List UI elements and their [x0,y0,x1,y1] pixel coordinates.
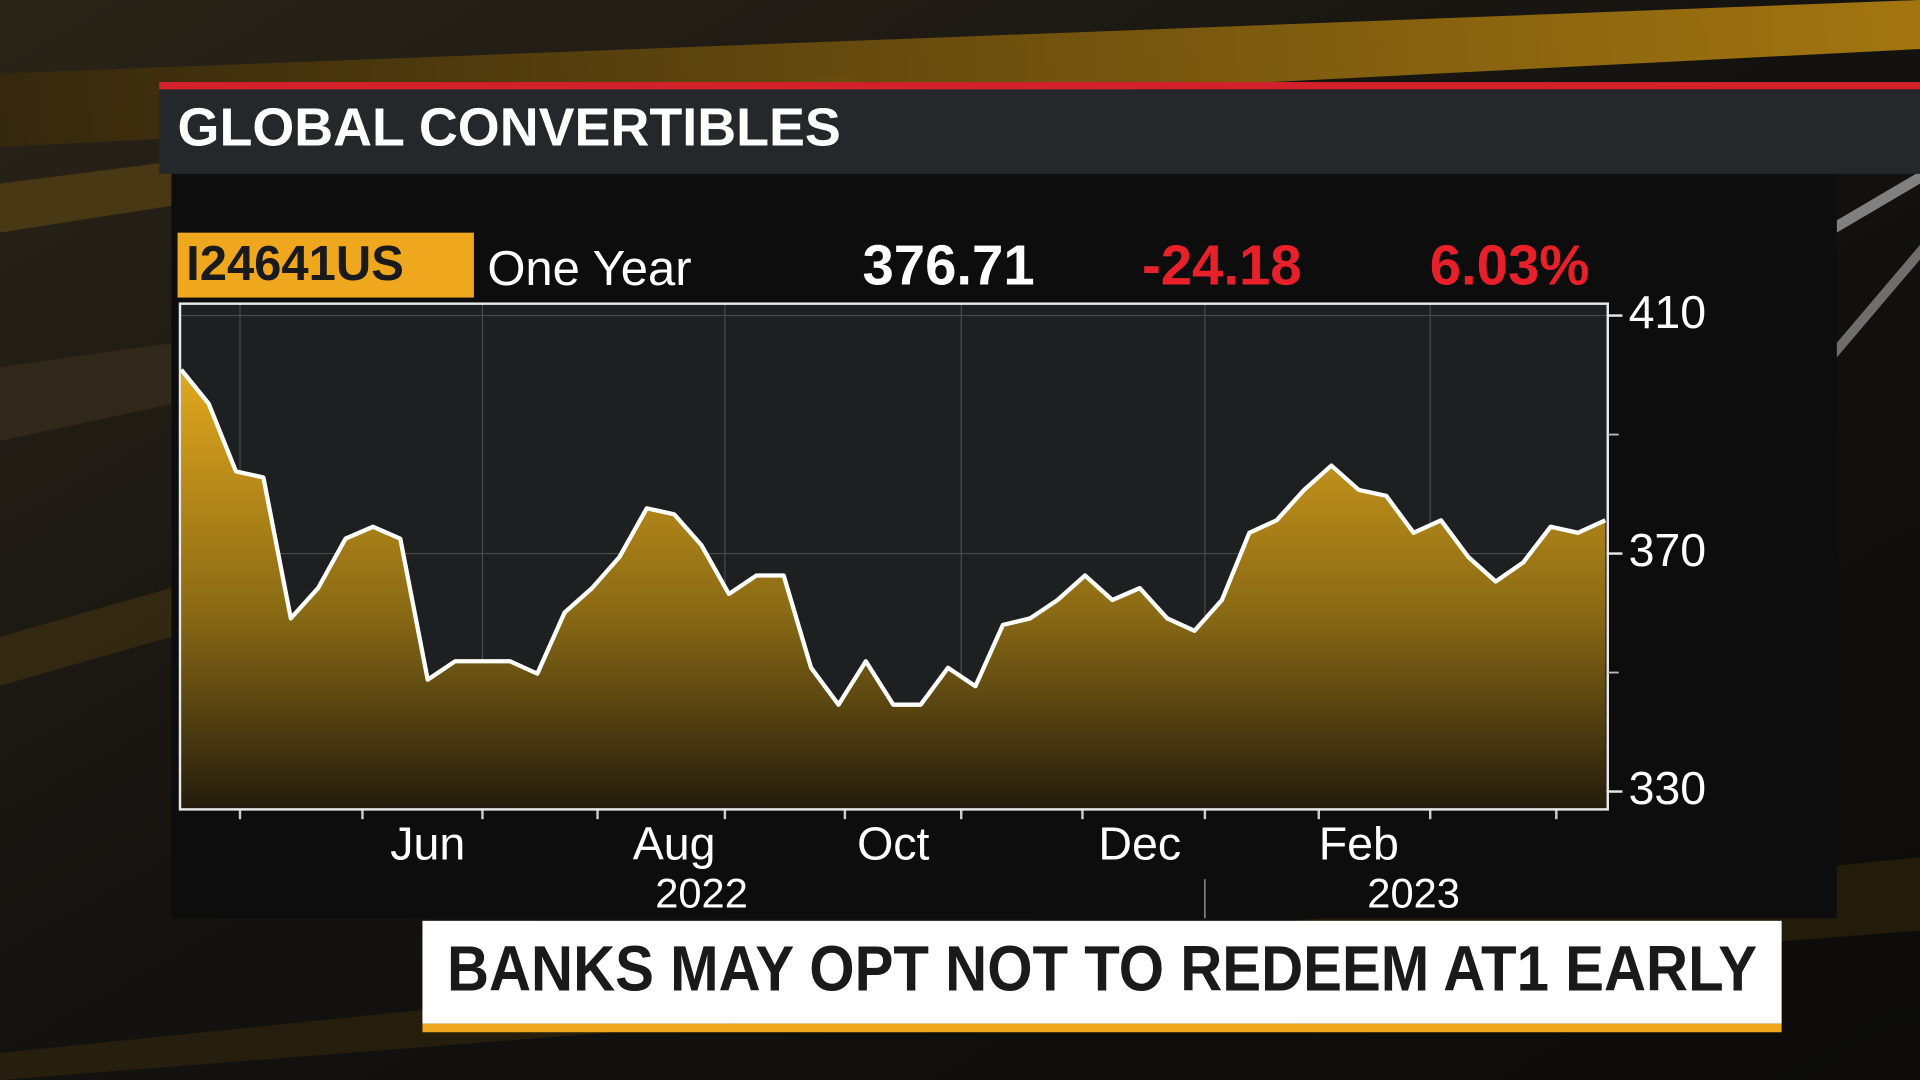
month-ticks [238,809,1558,820]
change-percent: 6.03% [1430,233,1590,296]
ticker-box [177,232,474,298]
y-tick-label: 410 [1629,286,1707,338]
x-tick-label: Jun [390,818,465,870]
header-accent [159,82,1920,90]
year-label: 2022 [655,869,748,916]
x-tick-label: Feb [1319,818,1399,870]
last-value: 376.71 [862,233,1034,296]
y-tick-label: 330 [1629,762,1707,814]
year-label: 2023 [1367,869,1460,916]
bg-streak [1836,171,1920,233]
header-bar [159,89,1920,174]
y-tick-label: 370 [1629,524,1707,576]
headline-accent [422,1023,1782,1033]
area [181,369,1606,810]
bg-streak [0,342,172,441]
ticker: I24641US [186,237,404,291]
bg-streak [0,587,172,686]
headline-box [422,920,1782,1024]
headline: BANKS MAY OPT NOT TO REDEEM AT1 EARLY [447,933,1757,1004]
period: One Year [487,242,691,296]
x-tick-label: Oct [857,818,929,870]
line [179,368,1607,707]
change: -24.18 [1142,233,1302,296]
title: GLOBAL CONVERTIBLES [178,97,841,157]
plot-border [178,302,1609,811]
plot [179,314,1608,810]
x-tick-label: Aug [633,818,716,870]
x-tick-label: Dec [1098,818,1181,870]
bg-streak [1836,244,1920,358]
